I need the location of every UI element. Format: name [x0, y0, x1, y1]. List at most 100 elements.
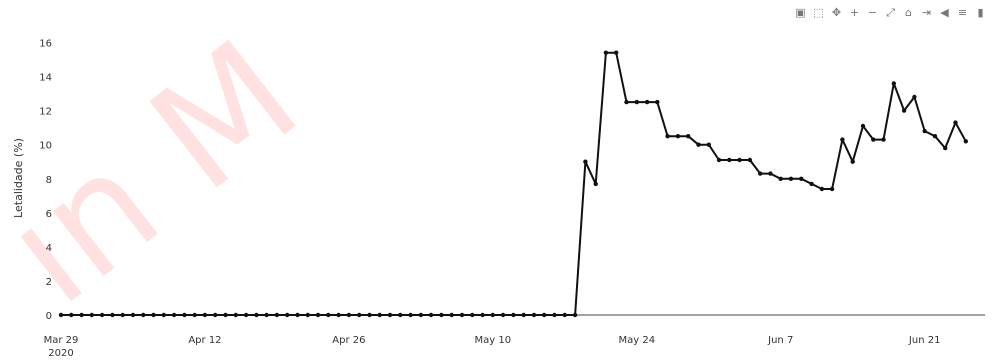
data-point[interactable] — [285, 312, 290, 318]
data-point[interactable] — [552, 312, 557, 318]
data-point[interactable] — [819, 186, 825, 192]
data-point[interactable] — [490, 312, 495, 318]
data-point[interactable] — [614, 50, 619, 55]
data-point[interactable] — [747, 157, 753, 163]
data-point[interactable] — [326, 312, 331, 318]
data-point[interactable] — [182, 312, 187, 318]
data-point[interactable] — [233, 312, 238, 318]
data-point[interactable] — [459, 312, 465, 318]
data-point[interactable] — [428, 312, 434, 318]
pan-icon[interactable]: ✥ — [831, 6, 842, 19]
data-point[interactable] — [99, 312, 105, 318]
data-point[interactable] — [387, 312, 393, 318]
data-point[interactable] — [377, 312, 382, 318]
data-point[interactable] — [480, 312, 485, 318]
data-point[interactable] — [891, 81, 896, 86]
data-point[interactable] — [243, 312, 249, 318]
data-point[interactable] — [264, 312, 269, 318]
data-point[interactable] — [901, 108, 907, 113]
data-point[interactable] — [809, 181, 814, 187]
data-point[interactable] — [788, 176, 794, 181]
data-point[interactable] — [583, 159, 588, 164]
data-point[interactable] — [644, 99, 650, 105]
data-point[interactable] — [79, 312, 84, 318]
data-point[interactable] — [871, 137, 876, 142]
hover-compare-icon[interactable]: ≡ — [957, 6, 968, 19]
autoscale-icon[interactable]: ⤢ — [886, 5, 895, 19]
data-point[interactable] — [161, 312, 166, 318]
data-point[interactable] — [696, 142, 701, 147]
data-point[interactable] — [398, 312, 403, 318]
data-point[interactable] — [223, 312, 228, 318]
data-point[interactable] — [254, 312, 259, 318]
data-point[interactable] — [89, 312, 95, 318]
spike-lines-icon[interactable]: ⇥ — [921, 6, 932, 19]
data-point[interactable] — [932, 134, 938, 139]
data-point[interactable] — [171, 312, 177, 318]
zoom-out-icon[interactable]: − — [867, 6, 878, 19]
data-point[interactable] — [634, 99, 639, 105]
data-point[interactable] — [511, 312, 516, 318]
data-point[interactable] — [829, 186, 835, 192]
data-point[interactable] — [675, 134, 681, 139]
data-point[interactable] — [367, 312, 372, 318]
data-point[interactable] — [768, 171, 773, 176]
data-point[interactable] — [943, 145, 948, 151]
data-point[interactable] — [295, 312, 300, 318]
data-point[interactable] — [274, 312, 280, 318]
zoom-in-icon[interactable]: + — [849, 6, 860, 19]
plotly-logo-icon[interactable]: ▮ — [977, 6, 984, 19]
data-point[interactable] — [58, 312, 64, 318]
data-point[interactable] — [963, 139, 968, 144]
data-point[interactable] — [603, 50, 609, 55]
data-point[interactable] — [120, 312, 125, 318]
data-point[interactable] — [593, 181, 598, 187]
data-point[interactable] — [336, 312, 341, 318]
data-point[interactable] — [542, 312, 547, 318]
data-point[interactable] — [922, 128, 927, 134]
data-point[interactable] — [665, 134, 670, 139]
data-point[interactable] — [202, 312, 208, 318]
data-point[interactable] — [213, 312, 218, 318]
data-point[interactable] — [408, 312, 413, 318]
data-point[interactable] — [778, 176, 783, 181]
data-point[interactable] — [130, 312, 136, 318]
data-point[interactable] — [799, 176, 804, 181]
camera-icon[interactable]: ▣ — [795, 6, 806, 19]
data-point[interactable] — [860, 123, 866, 129]
data-point[interactable] — [840, 137, 845, 142]
data-point[interactable] — [449, 312, 454, 318]
data-point[interactable] — [716, 157, 722, 163]
data-point[interactable] — [953, 120, 958, 125]
data-point[interactable] — [305, 312, 310, 318]
data-point[interactable] — [141, 312, 146, 318]
data-point[interactable] — [624, 99, 629, 105]
data-point[interactable] — [758, 171, 763, 176]
data-point[interactable] — [737, 157, 742, 163]
data-point[interactable] — [418, 312, 424, 318]
data-point[interactable] — [686, 134, 691, 139]
data-point[interactable] — [500, 312, 506, 318]
data-point[interactable] — [706, 142, 711, 147]
data-point[interactable] — [850, 159, 855, 164]
data-point[interactable] — [572, 312, 578, 318]
data-point[interactable] — [151, 312, 156, 318]
data-point[interactable] — [912, 94, 917, 100]
data-point[interactable] — [439, 312, 444, 318]
hover-closest-icon[interactable]: ◀ — [940, 6, 949, 19]
data-point[interactable] — [470, 312, 475, 318]
data-point[interactable] — [346, 312, 352, 318]
zoom-icon[interactable]: ⬚ — [813, 6, 824, 19]
data-point[interactable] — [192, 312, 197, 318]
data-point[interactable] — [110, 312, 115, 318]
data-point[interactable] — [521, 312, 526, 318]
data-point[interactable] — [655, 99, 660, 105]
data-point[interactable] — [357, 312, 362, 318]
reset-axes-icon[interactable]: ⌂ — [905, 6, 912, 19]
data-point[interactable] — [562, 312, 567, 318]
data-point[interactable] — [69, 312, 74, 318]
data-point[interactable] — [881, 137, 886, 142]
data-point[interactable] — [531, 312, 537, 318]
data-point[interactable] — [315, 312, 321, 318]
data-point[interactable] — [727, 157, 732, 163]
